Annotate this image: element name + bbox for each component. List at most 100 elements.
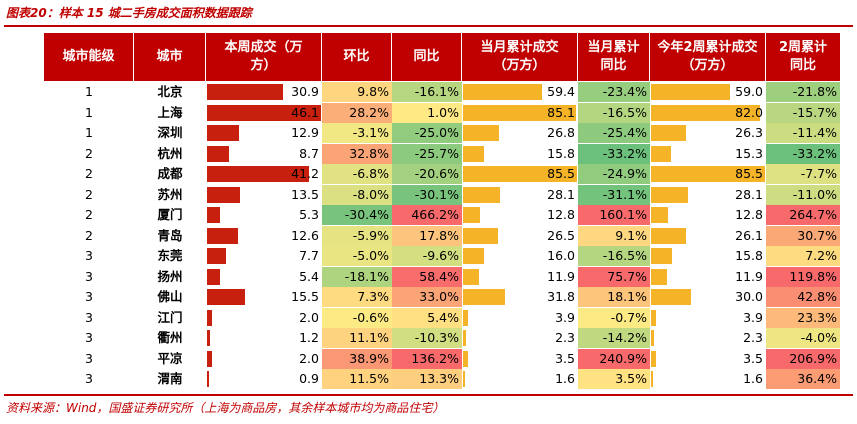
ytd-volume-bar [651,207,669,223]
table-row: 2 成都 41.2 -6.8% -20.6% 85.5 -24.9% 85.5 -7.7% [44,164,840,185]
table-row: 2 厦门 5.3 -30.4% 466.2% 12.8 160.1% 12.8 264.7% [44,205,840,226]
header-level: 城市能级 [44,33,134,81]
weekly-volume-cell: 12.9 [206,123,322,143]
month-cum-volume-bar [463,248,485,264]
yoy-change: -30.1% [392,184,462,205]
month-cum-volume-value: 3.5 [555,350,575,366]
ytd-volume-bar [651,248,673,264]
ytd-yoy-change: -7.7% [766,164,840,184]
month-cum-volume-value: 12.8 [547,207,575,222]
weekly-volume-bar [207,268,221,285]
ytd-yoy-change: 7.2% [766,246,840,266]
mom-change: -3.1% [322,123,392,143]
weekly-volume-value: 5.3 [299,207,319,222]
weekly-volume-bar [207,330,210,346]
mom-change: -30.4% [322,205,392,225]
ytd-volume-cell: 12.8 [650,205,766,225]
weekly-volume-bar [207,84,284,100]
weekly-volume-bar [207,371,210,387]
ytd-volume-value: 11.9 [735,268,763,284]
mom-change: -5.0% [322,246,392,266]
weekly-volume-cell: 30.9 [206,82,322,102]
ytd-volume-cell: 3.5 [650,349,766,369]
yoy-change: 58.4% [392,266,462,287]
source-note: 资料来源：Wind，国盛证券研究所（上海为商品房，其余样本城市均为商品住宅） [6,401,445,415]
ytd-yoy-change: 206.9% [766,348,840,369]
ytd-volume-value: 3.9 [743,309,763,325]
month-yoy-change: 160.1% [578,205,650,225]
city-level: 2 [85,227,93,243]
city-level: 3 [85,371,93,386]
weekly-volume-value: 30.9 [291,84,319,99]
weekly-volume-cell: 0.9 [206,369,322,389]
month-cum-volume-value: 59.4 [547,84,575,99]
table-row: 1 上海 46.1 28.2% 1.0% 85.1 -16.5% 82.0 -15.7% [44,102,840,124]
month-cum-volume-bar [463,330,467,346]
weekly-volume-value: 2.0 [299,309,319,325]
yoy-change: -25.0% [392,123,462,143]
city-name: 平凉 [157,350,183,366]
mom-change: 7.3% [322,287,392,307]
month-cum-volume-cell: 85.5 [462,164,578,184]
city-name: 成都 [157,166,183,181]
month-cum-volume-value: 85.1 [547,104,575,120]
month-yoy-change: 75.7% [578,266,650,287]
weekly-volume-value: 0.9 [299,371,319,386]
city-name: 衢州 [157,330,183,345]
ytd-volume-bar [651,104,761,121]
weekly-volume-cell: 13.5 [206,185,322,205]
ytd-volume-value: 85.5 [735,166,763,181]
city-level: 3 [85,309,93,325]
weekly-volume-value: 41.2 [291,166,319,181]
ytd-volume-cell: 30.0 [650,287,766,307]
mom-change: 28.2% [322,102,392,123]
city-name: 上海 [157,104,183,120]
city-level: 3 [85,268,93,284]
ytd-volume-value: 15.3 [735,145,763,161]
mom-change: 38.9% [322,348,392,369]
weekly-volume-value: 13.5 [291,186,319,202]
month-cum-volume-cell: 11.9 [462,267,578,287]
month-cum-volume-cell: 3.9 [462,308,578,328]
source-rule [4,394,853,396]
month-cum-volume-bar [463,125,499,141]
ytd-yoy-change: 30.7% [766,225,840,246]
ytd-yoy-change: -15.7% [766,102,840,123]
ytd-volume-cell: 15.3 [650,144,766,164]
weekly-volume-value: 12.9 [291,125,319,140]
weekly-volume-value: 12.6 [291,227,319,243]
ytd-volume-cell: 59.0 [650,82,766,102]
month-cum-volume-cell: 31.8 [462,287,578,307]
mom-change: -6.8% [322,164,392,184]
weekly-volume-value: 46.1 [291,104,319,120]
table-row: 3 扬州 5.4 -18.1% 58.4% 11.9 75.7% 11.9 119.8% [44,266,840,288]
month-yoy-change: -33.2% [578,143,650,164]
month-cum-volume-value: 26.8 [547,125,575,140]
month-cum-volume-bar [463,145,485,162]
month-cum-volume-cell: 2.3 [462,328,578,348]
ytd-volume-value: 28.1 [735,186,763,202]
month-yoy-change: -31.1% [578,184,650,205]
yoy-change: 17.8% [392,225,462,246]
month-cum-volume-value: 2.3 [555,330,575,345]
city-level: 2 [85,145,93,161]
month-cum-volume-bar [463,268,479,285]
mom-change: -0.6% [322,307,392,328]
month-cum-volume-value: 11.9 [547,268,575,284]
weekly-volume-bar [207,207,221,223]
month-yoy-change: 240.9% [578,348,650,369]
weekly-volume-cell: 1.2 [206,328,322,348]
mom-change: -5.9% [322,225,392,246]
ytd-yoy-change: -4.0% [766,328,840,348]
month-yoy-change: -16.5% [578,246,650,266]
table-row: 3 渭南 0.9 11.5% 13.3% 1.6 3.5% 1.6 36.4% [44,369,840,390]
ytd-yoy-change: -21.8% [766,82,840,102]
city-name: 东莞 [157,248,183,263]
ytd-yoy-change: -11.4% [766,123,840,143]
weekly-volume-bar [207,145,229,162]
weekly-volume-bar [207,125,239,141]
ytd-volume-cell: 11.9 [650,267,766,287]
table-row: 2 青岛 12.6 -5.9% 17.8% 26.5 9.1% 26.1 30.7% [44,225,840,247]
ytd-yoy-change: 264.7% [766,205,840,225]
weekly-volume-cell: 5.4 [206,267,322,287]
